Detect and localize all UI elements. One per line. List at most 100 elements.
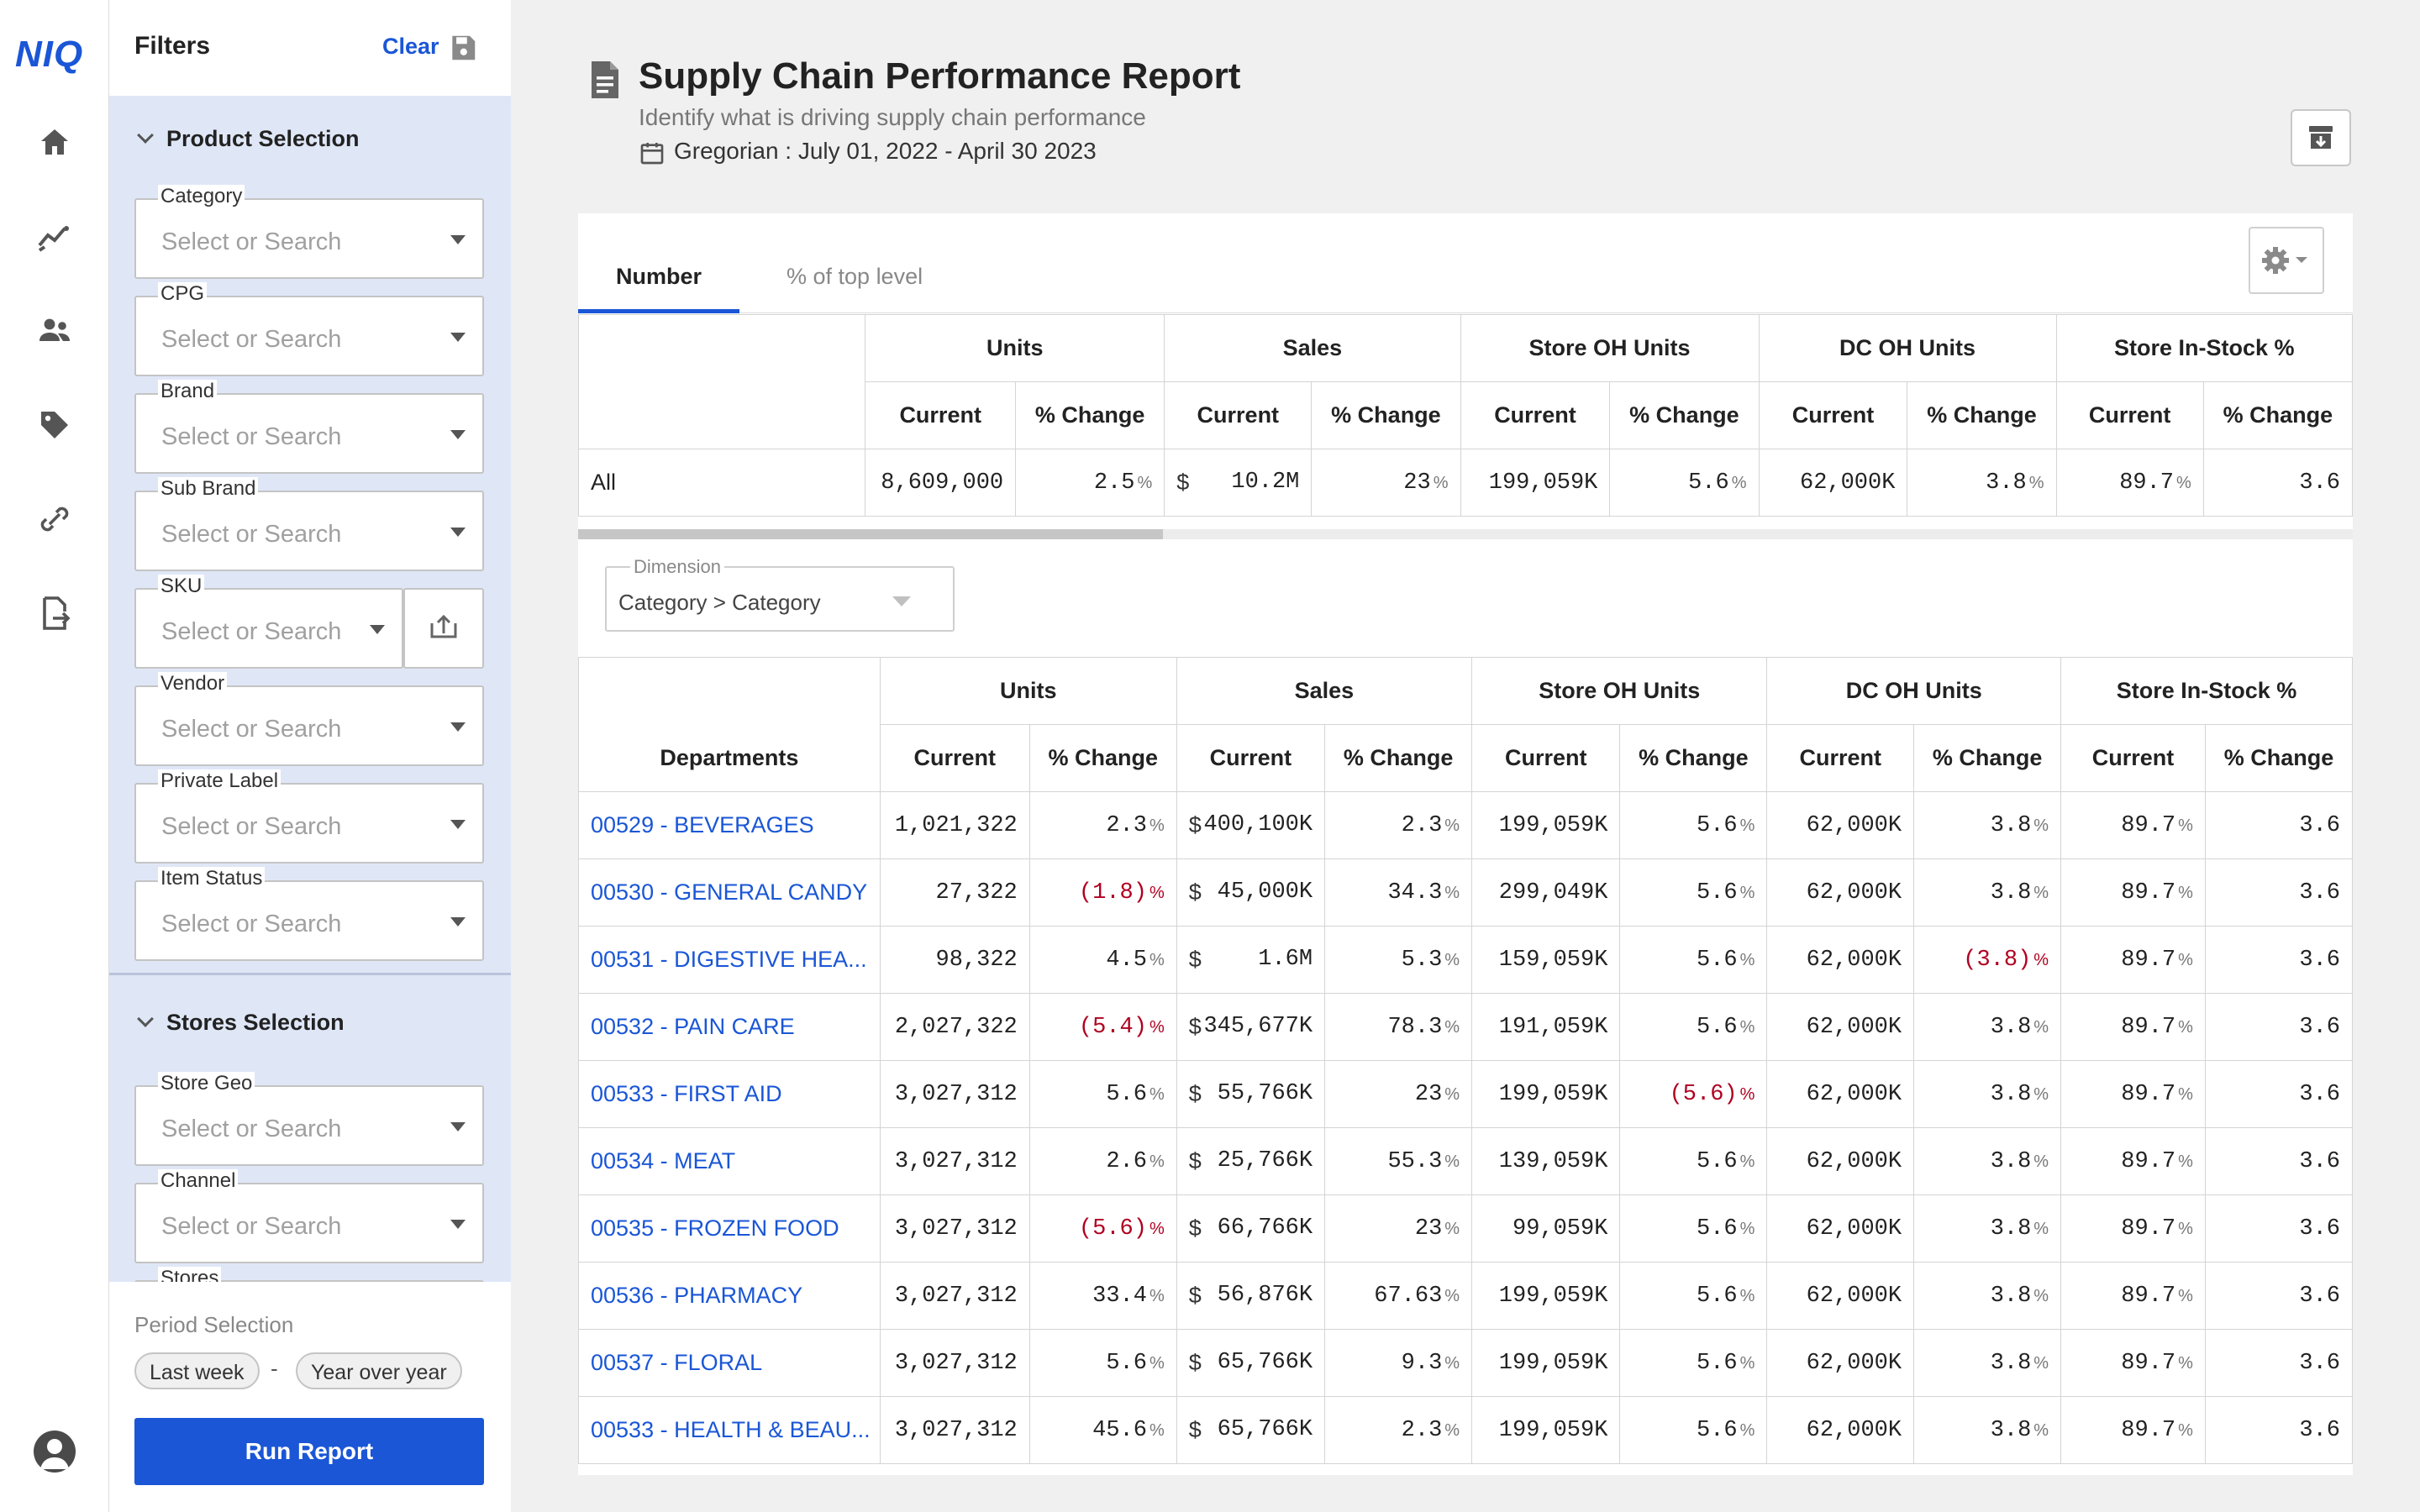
col-change[interactable]: % Change [2204,724,2353,792]
sku-upload-button[interactable] [403,588,484,669]
department-link[interactable]: 00529 - BEVERAGES [578,791,881,859]
table-row[interactable]: 00537 - FLORAL 3,027,312 5.6% $65,766K 9.3% 1… [578,1329,2353,1397]
department-link[interactable]: 00536 - PHARMACY [578,1262,881,1330]
col-change[interactable]: % Change [1907,381,2057,449]
col-change[interactable]: % Change [1913,724,2062,792]
col-current[interactable]: Current [865,381,1017,449]
report-subtitle: Identify what is driving supply chain pe… [639,104,1146,130]
stores-selection-header[interactable]: Stores Selection [134,1010,345,1036]
caret-down-icon [450,917,466,927]
col-current[interactable]: Current [2060,724,2206,792]
col-change[interactable]: % Change [1028,724,1177,792]
table-row[interactable]: 00536 - PHARMACY 3,027,312 33.4% $56,876K 67… [578,1262,2353,1330]
col-change[interactable]: % Change [1311,381,1461,449]
home-icon[interactable] [34,123,75,163]
cell-sales: $10.2M [1164,449,1313,517]
category-select[interactable]: Category Select or Search [134,185,484,279]
dimension-select[interactable]: Dimension Category > Category [605,556,955,632]
tag-icon[interactable] [34,405,75,445]
settings-menu-button[interactable] [2249,227,2324,294]
cell-store-oh: 159,059K [1471,926,1621,994]
link-icon[interactable] [34,499,75,539]
clear-filters-link[interactable]: Clear [382,34,439,59]
department-link[interactable]: 00534 - MEAT [578,1127,881,1195]
product-selection-header[interactable]: Product Selection [134,126,360,152]
col-current[interactable]: Current [1460,381,1611,449]
horizontal-scrollbar[interactable] [578,529,2353,539]
sku-select[interactable]: SKU Select or Search [134,575,403,669]
departments-header[interactable]: Departments [578,724,881,792]
tab-number[interactable]: Number [615,264,702,289]
cell-dc-oh: 62,000K [1766,1329,1915,1397]
item-status-select[interactable]: Item Status Select or Search [134,867,484,961]
cell-store-oh-change: 5.6% [1619,1262,1768,1330]
cell-dc-oh: 62,000K [1766,1194,1915,1263]
cell-units-change: 33.4% [1028,1262,1177,1330]
table-row[interactable]: 00531 - DIGESTIVE HEA... 98,322 4.5% $1.6M 5… [578,926,2353,994]
sub-brand-select[interactable]: Sub Brand Select or Search [134,477,484,571]
col-current[interactable]: Current [1164,381,1313,449]
department-link[interactable]: 00537 - FLORAL [578,1329,881,1397]
cell-instock-change: 3.6 [2204,858,2353,927]
placeholder: Select or Search [161,326,342,353]
department-link[interactable]: 00530 - GENERAL CANDY [578,858,881,927]
save-icon[interactable] [447,32,479,64]
section-divider [109,973,511,975]
cell-instock-change: 3.6 [2202,449,2353,517]
cell-store-oh: 199,059K [1471,1329,1621,1397]
col-change[interactable]: % Change [1619,724,1768,792]
department-link[interactable]: 00535 - FROZEN FOOD [578,1194,881,1263]
table-row[interactable]: 00533 - HEALTH & BEAU... 3,027,312 45.6% $6… [578,1396,2353,1464]
users-icon[interactable] [34,311,75,351]
department-link[interactable]: 00533 - HEALTH & BEAU... [578,1396,881,1464]
col-change[interactable]: % Change [1609,381,1760,449]
table-row[interactable]: 00533 - FIRST AID 3,027,312 5.6% $55,766K 23… [578,1060,2353,1128]
detail-table: Units Sales Store OH Units DC OH Units S… [578,657,2353,1464]
cell-units-change: 2.6% [1028,1127,1177,1195]
col-change[interactable]: % Change [2202,381,2353,449]
private-label-select[interactable]: Private Label Select or Search [134,769,484,864]
cell-store-oh-change: 5.6% [1619,1329,1768,1397]
col-current[interactable]: Current [879,724,1030,792]
table-row[interactable]: 00535 - FROZEN FOOD 3,027,312 (5.6)% $66,76… [578,1194,2353,1263]
table-row[interactable]: 00534 - MEAT 3,027,312 2.6% $25,766K 55.3% 13… [578,1127,2353,1195]
table-row[interactable]: 00530 - GENERAL CANDY 27,322 (1.8)% $45,000… [578,858,2353,927]
table-row[interactable]: 00532 - PAIN CARE 2,027,322 (5.4)% $345,677… [578,993,2353,1061]
scrollbar-thumb[interactable] [578,529,1163,539]
cell-store-oh: 191,059K [1471,993,1621,1061]
brand-select[interactable]: Brand Select or Search [134,380,484,474]
cell-instock-change: 3.6 [2204,1194,2353,1263]
col-current[interactable]: Current [1471,724,1621,792]
department-link[interactable]: 00533 - FIRST AID [578,1060,881,1128]
cell-dc-oh: 62,000K [1766,1060,1915,1128]
period-from-chip[interactable]: Last week [134,1352,260,1389]
niq-logo[interactable]: NIQ [15,34,84,75]
store-geo-select[interactable]: Store Geo Select or Search [134,1072,484,1166]
cell-units: 8,609,000 [865,449,1017,517]
run-report-button[interactable]: Run Report [134,1418,484,1485]
cell-units: 3,027,312 [879,1262,1030,1330]
archive-button[interactable] [2291,109,2351,166]
col-current[interactable]: Current [1766,724,1915,792]
col-change[interactable]: % Change [1015,381,1165,449]
vendor-select[interactable]: Vendor Select or Search [134,672,484,766]
col-change[interactable]: % Change [1324,724,1473,792]
caret-down-icon [450,528,466,537]
export-icon[interactable] [34,593,75,633]
channel-select[interactable]: Channel Select or Search [134,1169,484,1263]
tab-pct-top-level[interactable]: % of top level [786,264,923,289]
caret-down-icon [892,596,911,606]
user-avatar-icon[interactable] [34,1431,76,1473]
department-link[interactable]: 00532 - PAIN CARE [578,993,881,1061]
trend-icon[interactable] [34,217,75,257]
period-to-chip[interactable]: Year over year [296,1352,462,1389]
department-link[interactable]: 00531 - DIGESTIVE HEA... [578,926,881,994]
col-current[interactable]: Current [1758,381,1908,449]
table-row[interactable]: 00529 - BEVERAGES 1,021,322 2.3% $400,100K 2… [578,791,2353,859]
cpg-select[interactable]: CPG Select or Search [134,282,484,376]
col-current[interactable]: Current [2055,381,2204,449]
period-selection-label: Period Selection [134,1312,294,1337]
col-group-dc-oh: DC OH Units [1766,657,2062,725]
cell-store-oh: 139,059K [1471,1127,1621,1195]
col-current[interactable]: Current [1176,724,1326,792]
